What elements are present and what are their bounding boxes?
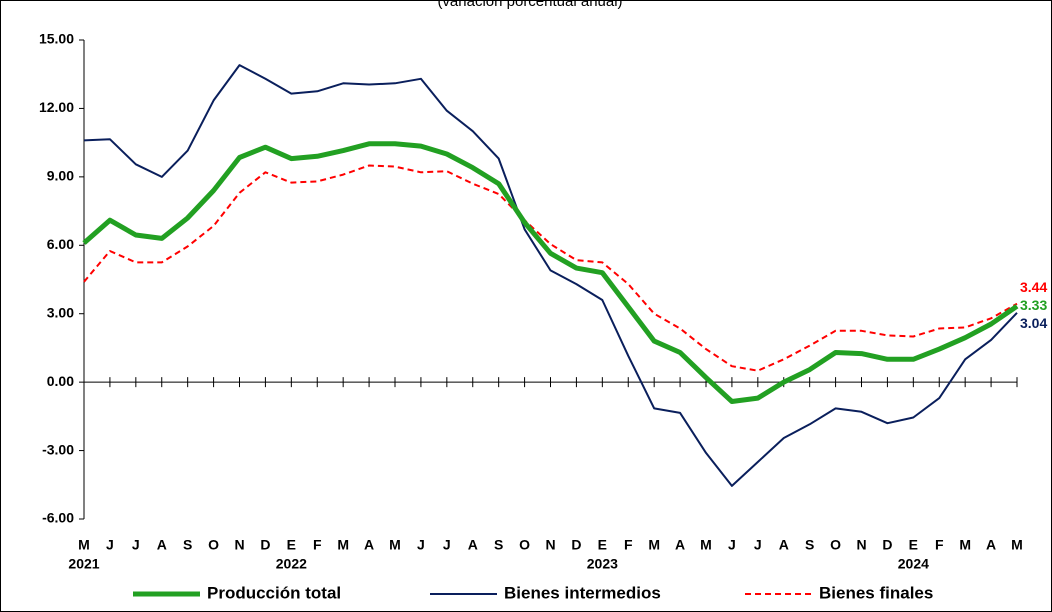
x-tick-label: A <box>675 537 685 553</box>
x-tick-label: J <box>443 537 451 553</box>
x-tick-label: O <box>208 537 219 553</box>
x-tick-label: J <box>754 537 762 553</box>
legend-label: Producción total <box>207 583 341 602</box>
series-line <box>82 141 1019 404</box>
x-tick-label: M <box>700 537 712 553</box>
x-tick-label: J <box>417 537 425 553</box>
x-tick-label: A <box>364 537 374 553</box>
x-tick-label: D <box>260 537 270 553</box>
year-label: 2021 <box>68 556 99 572</box>
series-line <box>83 64 1018 487</box>
x-tick-label: J <box>106 537 114 553</box>
x-tick-label: F <box>313 537 322 553</box>
series-line <box>83 164 1018 372</box>
x-tick-label: A <box>468 537 478 553</box>
y-tick-label: 15.00 <box>39 31 74 47</box>
y-tick-label: 3.00 <box>47 304 74 320</box>
x-tick-label: M <box>78 537 90 553</box>
x-tick-label: F <box>624 537 633 553</box>
x-tick-label: E <box>598 537 607 553</box>
x-tick-label: O <box>519 537 530 553</box>
x-tick-label: J <box>728 537 736 553</box>
chart-subtitle: (variación porcentual anual) <box>437 0 622 10</box>
x-tick-label: S <box>805 537 814 553</box>
x-tick-label: M <box>959 537 971 553</box>
y-tick-label: 0.00 <box>47 373 74 389</box>
x-tick-label: M <box>389 537 401 553</box>
x-tick-label: F <box>935 537 944 553</box>
y-tick-label: 6.00 <box>47 236 74 252</box>
x-tick-label: M <box>648 537 660 553</box>
y-tick-label: 12.00 <box>39 99 74 115</box>
x-tick-label: S <box>494 537 503 553</box>
x-tick-label: N <box>856 537 866 553</box>
x-tick-label: E <box>909 537 918 553</box>
end-label: 3.04 <box>1020 315 1047 331</box>
year-label: 2022 <box>276 556 307 572</box>
end-label: 3.33 <box>1020 297 1047 313</box>
x-tick-label: S <box>183 537 192 553</box>
end-label: 3.44 <box>1020 279 1047 295</box>
x-tick-label: D <box>571 537 581 553</box>
year-label: 2023 <box>587 556 618 572</box>
x-tick-label: O <box>830 537 841 553</box>
x-tick-label: A <box>157 537 167 553</box>
x-tick-label: N <box>234 537 244 553</box>
year-label: 2024 <box>898 556 929 572</box>
y-tick-label: -6.00 <box>42 510 74 526</box>
y-tick-label: 9.00 <box>47 168 74 184</box>
y-tick-label: -3.00 <box>42 441 74 457</box>
x-tick-label: E <box>287 537 296 553</box>
x-tick-label: J <box>132 537 140 553</box>
x-tick-label: N <box>545 537 555 553</box>
legend-label: Bienes intermedios <box>504 583 661 602</box>
legend-label: Bienes finales <box>819 583 933 602</box>
x-tick-label: A <box>986 537 996 553</box>
x-tick-label: M <box>337 537 349 553</box>
x-tick-label: D <box>882 537 892 553</box>
x-tick-label: A <box>779 537 789 553</box>
x-tick-label: M <box>1011 537 1023 553</box>
